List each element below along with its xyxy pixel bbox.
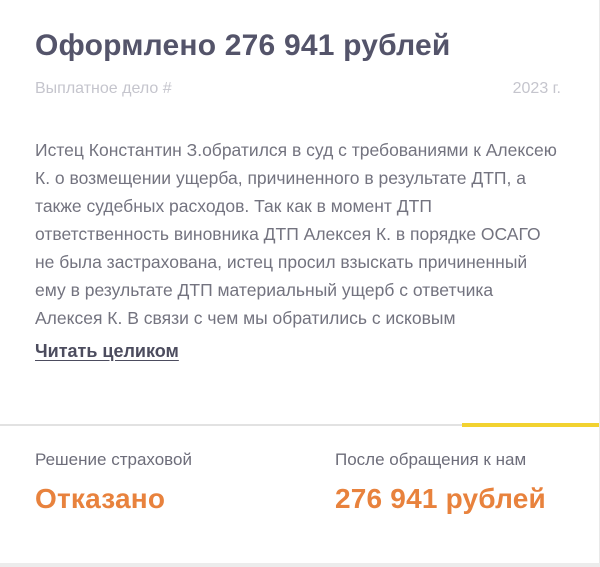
case-year-label: 2023 г. [512, 79, 561, 97]
insurer-decision-label: Решение страховой [35, 450, 192, 469]
after-appeal-label: После обращения к нам [335, 450, 527, 469]
after-appeal-value: 276 941 рублей [335, 483, 546, 514]
page-title: Оформлено 276 941 рублей [35, 29, 451, 62]
insurer-decision-block: Решение страховой Отказано [35, 450, 335, 515]
case-description: Истец Константин З.обратился в суд с тре… [35, 139, 557, 328]
case-number-label: Выплатное дело # [35, 79, 172, 97]
section-divider [0, 423, 599, 427]
case-card-top: Оформлено 276 941 рублей Выплатное дело … [35, 29, 561, 361]
case-results: Решение страховой Отказано После обращен… [0, 450, 599, 515]
insurer-decision-value: Отказано [35, 483, 166, 514]
after-appeal-block: После обращения к нам 276 941 рублей [335, 450, 561, 515]
case-meta-row: Выплатное дело # 2023 г. [35, 80, 561, 98]
read-more-link[interactable]: Читать целиком [35, 340, 179, 361]
divider-yellow-accent [462, 423, 599, 427]
